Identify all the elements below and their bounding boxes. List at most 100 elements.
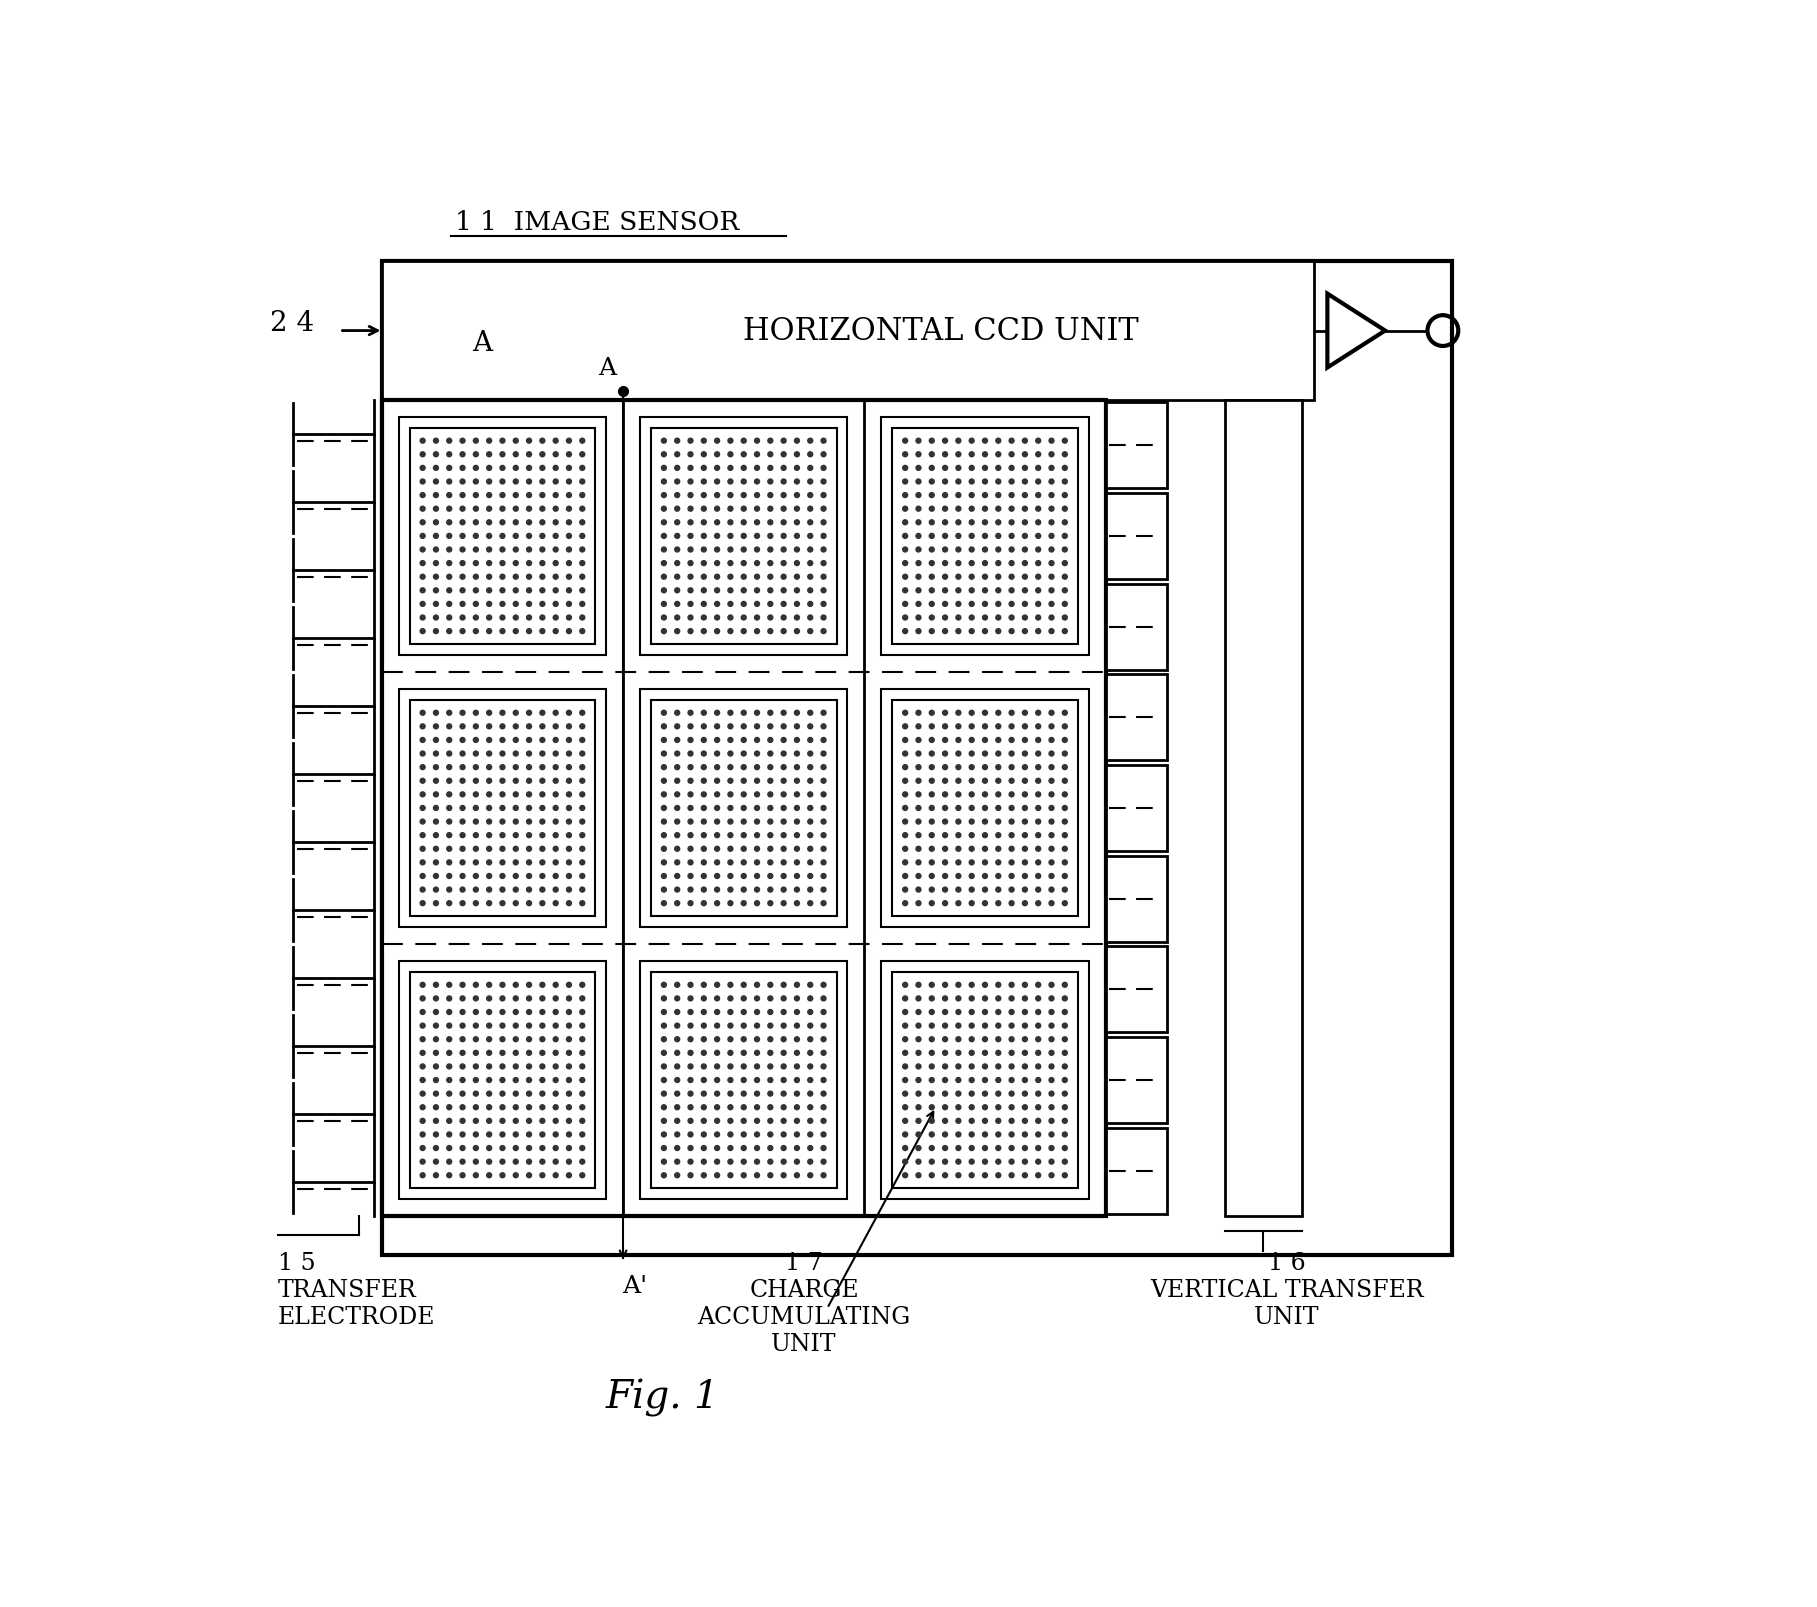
Circle shape: [916, 466, 921, 471]
Circle shape: [1063, 1009, 1067, 1016]
Circle shape: [1036, 521, 1041, 525]
Circle shape: [956, 983, 961, 988]
Circle shape: [821, 807, 827, 812]
Circle shape: [447, 630, 452, 635]
Circle shape: [943, 983, 947, 988]
Circle shape: [1036, 983, 1041, 988]
Circle shape: [500, 534, 505, 538]
Circle shape: [674, 615, 680, 620]
Circle shape: [567, 860, 571, 865]
Circle shape: [741, 521, 747, 525]
Circle shape: [661, 439, 667, 444]
Circle shape: [512, 575, 518, 580]
Circle shape: [527, 615, 532, 620]
Circle shape: [540, 1160, 545, 1165]
Circle shape: [821, 453, 827, 458]
Circle shape: [741, 1160, 747, 1165]
Circle shape: [769, 439, 772, 444]
Circle shape: [689, 1037, 692, 1041]
Circle shape: [1063, 738, 1067, 742]
Circle shape: [1023, 847, 1027, 852]
Circle shape: [487, 725, 492, 730]
Circle shape: [674, 480, 680, 485]
Circle shape: [741, 738, 747, 742]
Circle shape: [769, 534, 772, 538]
Circle shape: [674, 1024, 680, 1028]
Circle shape: [714, 1106, 720, 1110]
Circle shape: [487, 765, 492, 770]
Circle shape: [460, 1133, 465, 1138]
Circle shape: [729, 1078, 732, 1083]
Circle shape: [741, 765, 747, 770]
Circle shape: [968, 521, 974, 525]
Circle shape: [928, 603, 934, 607]
Circle shape: [689, 738, 692, 742]
Circle shape: [701, 534, 707, 538]
Circle shape: [983, 1024, 987, 1028]
Text: 1 1  IMAGE SENSOR: 1 1 IMAGE SENSOR: [454, 211, 740, 235]
Circle shape: [928, 765, 934, 770]
Circle shape: [674, 860, 680, 865]
Circle shape: [754, 792, 760, 797]
Circle shape: [487, 506, 492, 513]
Circle shape: [689, 453, 692, 458]
Circle shape: [434, 575, 438, 580]
Circle shape: [567, 832, 571, 839]
Circle shape: [420, 710, 425, 715]
Circle shape: [1048, 480, 1054, 485]
Circle shape: [741, 1118, 747, 1123]
Circle shape: [1023, 1037, 1027, 1041]
Circle shape: [1008, 603, 1014, 607]
Circle shape: [903, 710, 908, 715]
Circle shape: [968, 1024, 974, 1028]
Circle shape: [741, 779, 747, 784]
Circle shape: [1048, 779, 1054, 784]
Circle shape: [567, 752, 571, 757]
Circle shape: [527, 820, 532, 824]
Circle shape: [714, 575, 720, 580]
Circle shape: [1048, 603, 1054, 607]
Circle shape: [527, 1173, 532, 1178]
Circle shape: [903, 1173, 908, 1178]
Circle shape: [754, 1009, 760, 1016]
Circle shape: [769, 874, 772, 879]
Circle shape: [794, 710, 799, 715]
Circle shape: [714, 1078, 720, 1083]
Circle shape: [661, 1078, 667, 1083]
Circle shape: [540, 466, 545, 471]
Circle shape: [567, 983, 571, 988]
Circle shape: [447, 1024, 452, 1028]
Circle shape: [821, 588, 827, 593]
Circle shape: [689, 575, 692, 580]
Circle shape: [714, 630, 720, 635]
Circle shape: [474, 832, 478, 839]
Circle shape: [434, 710, 438, 715]
Circle shape: [580, 1133, 585, 1138]
Circle shape: [821, 1037, 827, 1041]
Circle shape: [794, 1146, 799, 1151]
Circle shape: [943, 588, 947, 593]
Circle shape: [916, 710, 921, 715]
Circle shape: [956, 1009, 961, 1016]
Circle shape: [527, 807, 532, 812]
Circle shape: [996, 588, 1001, 593]
Circle shape: [996, 820, 1001, 824]
Circle shape: [754, 752, 760, 757]
Circle shape: [781, 493, 787, 498]
Circle shape: [1036, 1106, 1041, 1110]
Circle shape: [769, 1173, 772, 1178]
Circle shape: [701, 725, 707, 730]
Circle shape: [527, 453, 532, 458]
Circle shape: [674, 588, 680, 593]
Circle shape: [754, 874, 760, 879]
Circle shape: [474, 1024, 478, 1028]
Circle shape: [661, 630, 667, 635]
Circle shape: [500, 466, 505, 471]
Circle shape: [527, 847, 532, 852]
Circle shape: [928, 493, 934, 498]
Circle shape: [580, 1009, 585, 1016]
Circle shape: [794, 561, 799, 566]
Circle shape: [567, 779, 571, 784]
Circle shape: [754, 506, 760, 513]
Circle shape: [996, 630, 1001, 635]
